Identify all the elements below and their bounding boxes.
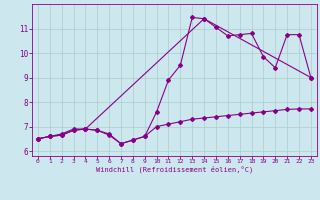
- X-axis label: Windchill (Refroidissement éolien,°C): Windchill (Refroidissement éolien,°C): [96, 166, 253, 173]
